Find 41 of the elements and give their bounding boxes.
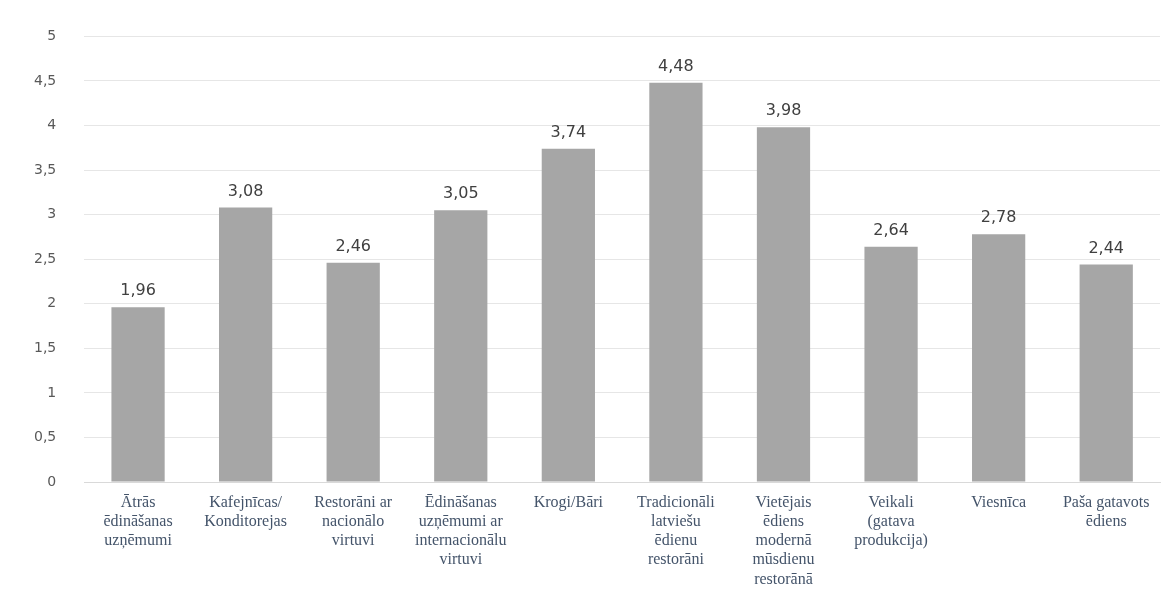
- x-tick-label: Ēdināšanas uzņēmumi ar internacionālu virtuvi: [415, 492, 507, 568]
- bar: [864, 246, 918, 482]
- y-tick-label: 4,5: [34, 71, 57, 88]
- bar: [1079, 264, 1133, 482]
- data-label: 2,78: [980, 207, 1017, 227]
- x-tick-label: Tradicionāli latviešu ēdienu restorāni: [637, 492, 716, 568]
- x-tick-label: Kafejnīcas/ Konditorejas: [204, 492, 287, 530]
- data-label: 2,44: [1088, 237, 1125, 257]
- y-tick-label: 4: [47, 116, 57, 133]
- x-tick-label: Viesnīca: [971, 492, 1027, 510]
- bar: [756, 127, 811, 482]
- x-tick-label: Vietējais ēdiens modernā mūsdienu restorānā: [752, 492, 815, 587]
- x-tick-label: Krogi/Bāri: [533, 492, 604, 511]
- bar: [649, 82, 703, 482]
- bar: [434, 210, 488, 482]
- bar: [219, 207, 273, 482]
- y-tick-label: 1: [47, 383, 57, 400]
- data-label: 3,08: [227, 180, 264, 200]
- y-tick-label: 3: [47, 205, 57, 222]
- x-tick-label: Restorāni ar nacionālo virtuvi: [314, 492, 393, 549]
- y-tick-label: 2: [47, 294, 57, 311]
- data-label: 2,46: [335, 235, 372, 255]
- data-label: 3,98: [765, 100, 802, 120]
- bar: [541, 148, 595, 482]
- data-label: 4,48: [658, 55, 694, 75]
- bar: [972, 234, 1026, 482]
- y-tick-label: 0: [47, 472, 57, 489]
- bar: [326, 262, 380, 482]
- bar: [111, 307, 165, 482]
- x-tick-label: Veikali (gatava produkcija): [854, 492, 928, 550]
- data-label: 3,74: [550, 121, 587, 141]
- data-label: 1,96: [120, 280, 156, 300]
- x-tick-label: Ātrās ēdināšanas uzņēmumi: [103, 492, 173, 550]
- y-tick-label: 5: [47, 27, 57, 44]
- y-tick-label: 1,5: [34, 338, 57, 355]
- x-tick-label: Paša gatavots ēdiens: [1062, 492, 1150, 529]
- data-label: 3,05: [442, 183, 479, 203]
- y-tick-label: 3,5: [34, 160, 57, 177]
- data-label: 2,64: [873, 219, 909, 239]
- y-tick-label: 2,5: [34, 249, 57, 266]
- y-tick-label: 0,5: [34, 428, 57, 445]
